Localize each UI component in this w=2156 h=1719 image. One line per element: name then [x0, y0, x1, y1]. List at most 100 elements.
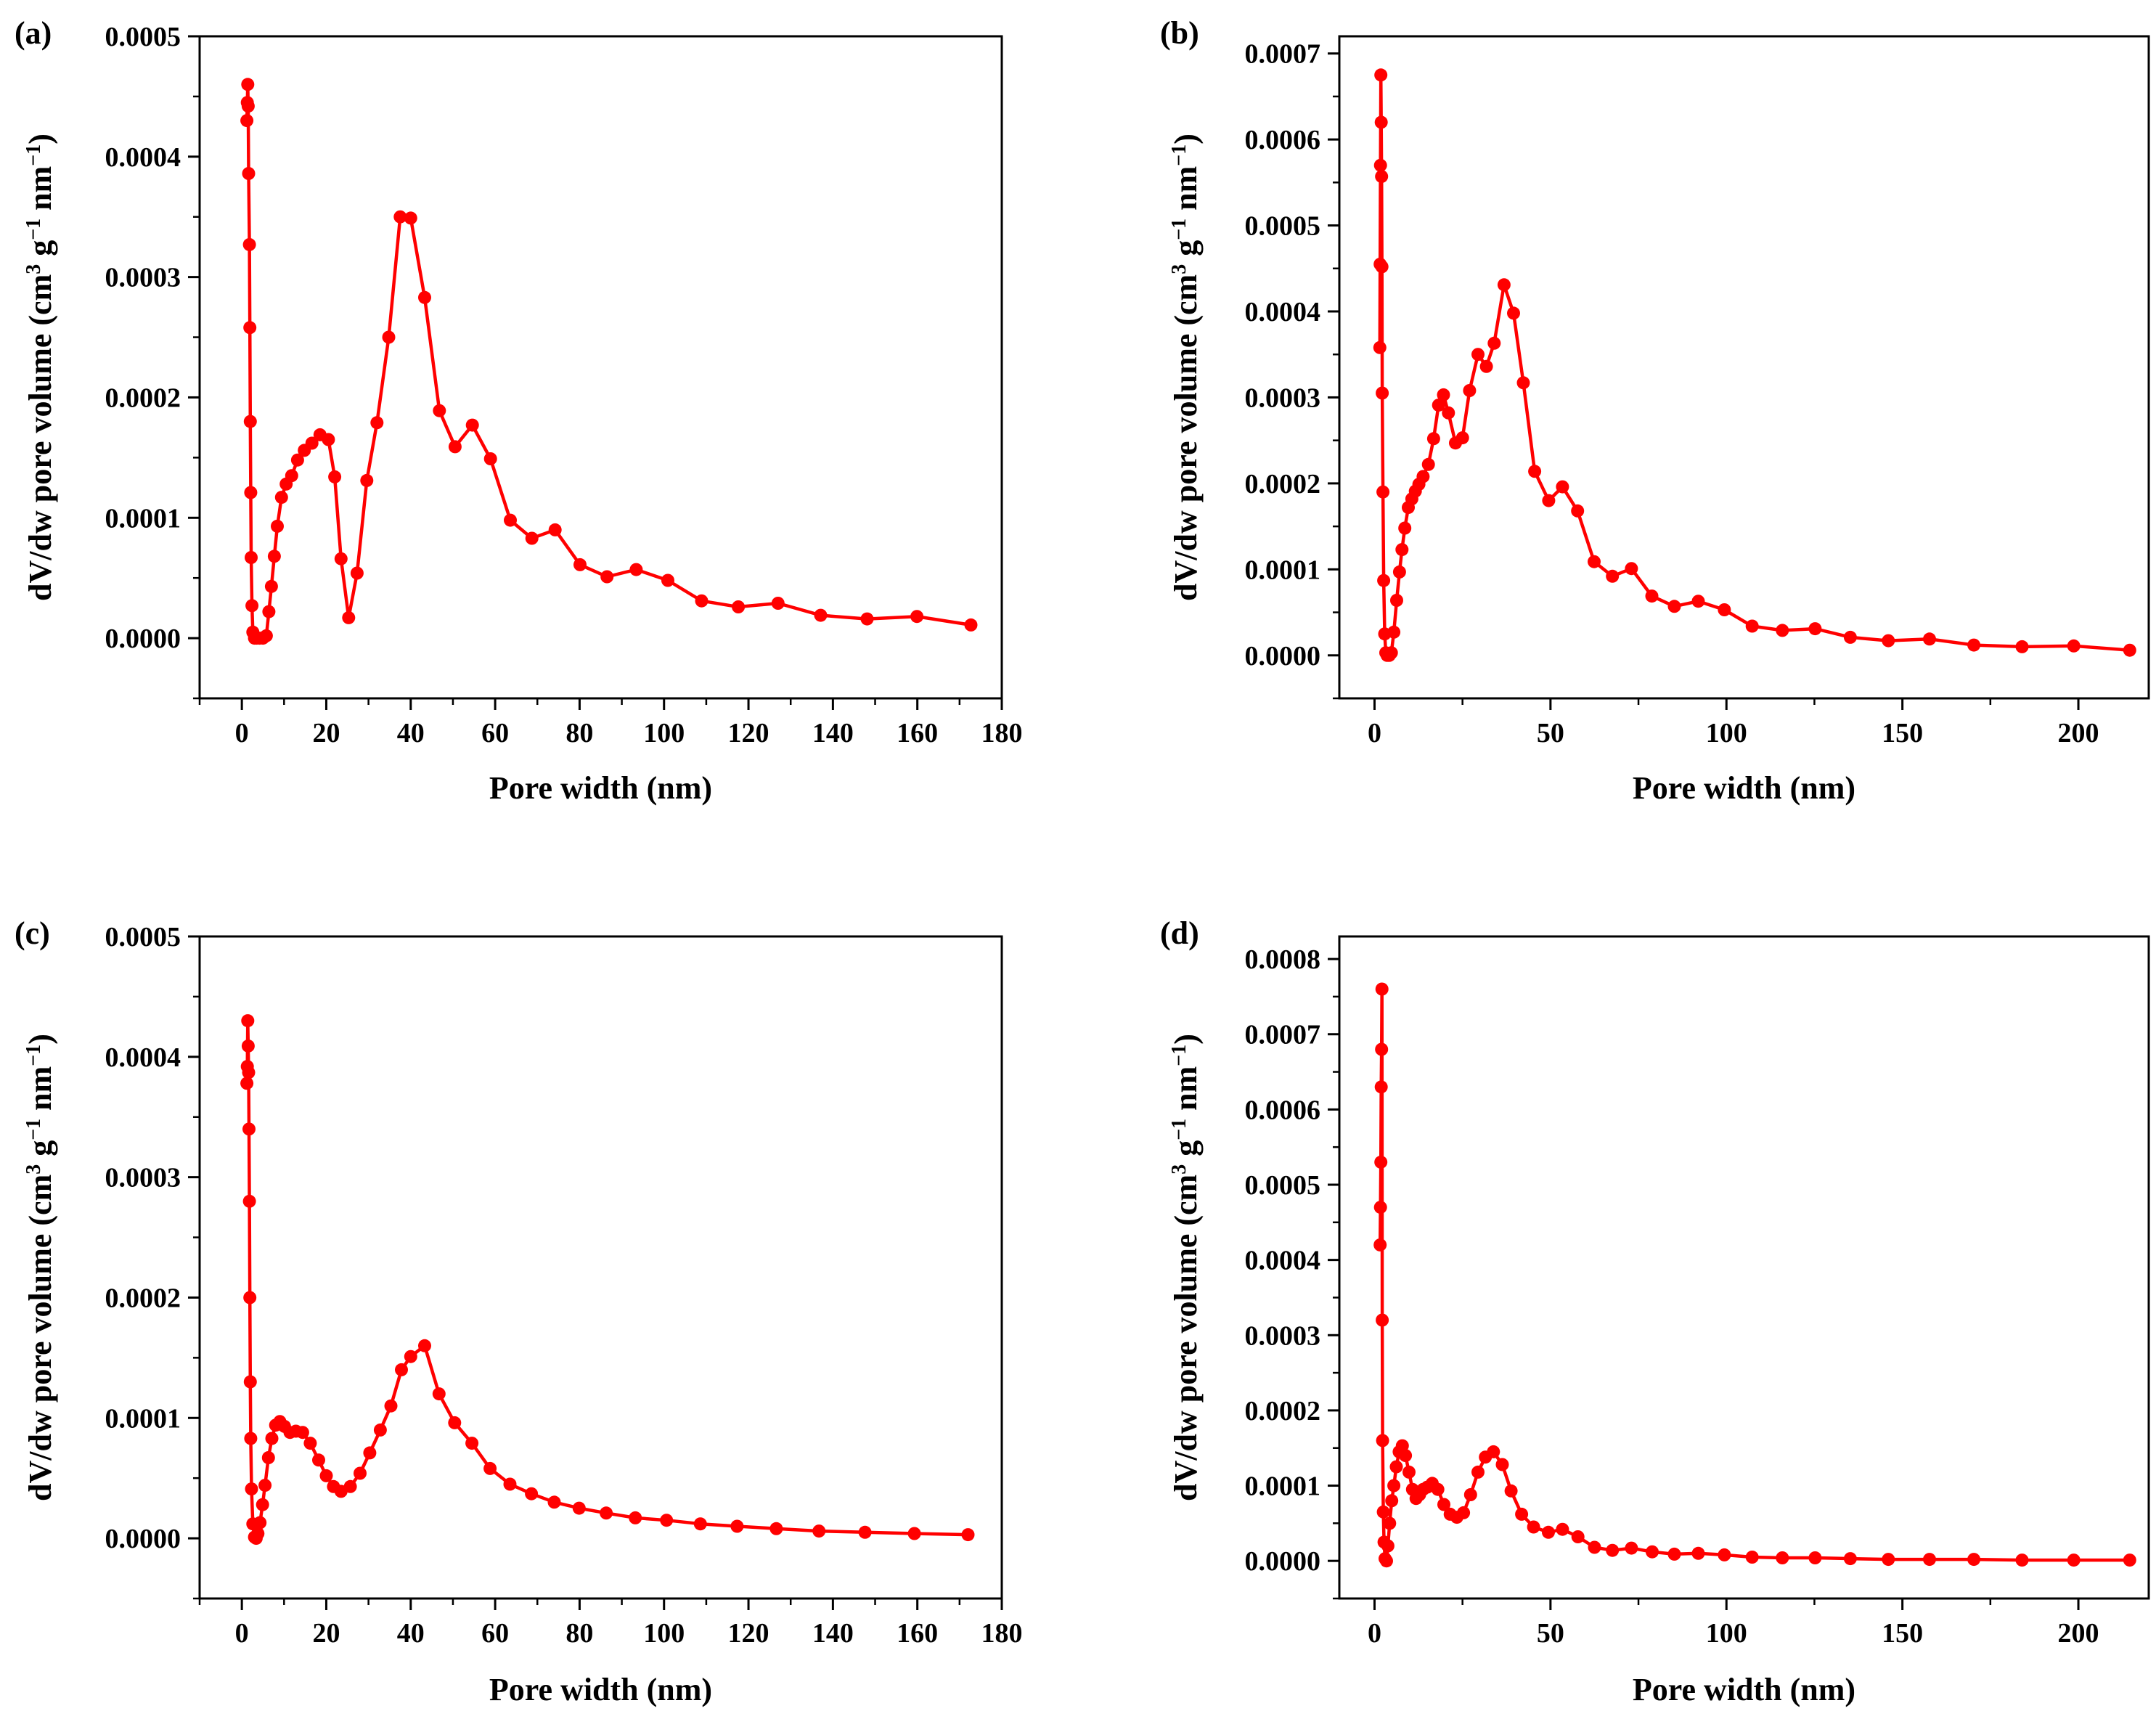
data-point [1504, 1484, 1518, 1498]
data-point [1667, 1547, 1681, 1561]
data-point [242, 237, 256, 251]
data-point [1395, 543, 1409, 557]
data-point [1377, 573, 1391, 587]
data-point [1376, 1313, 1389, 1327]
y-axis-title-text: ) [23, 134, 58, 144]
data-point [769, 1522, 783, 1535]
data-point [373, 1423, 387, 1437]
data-point [860, 612, 874, 626]
y-axis-title: dV/dw pore volume (cm3 g−1 nm−1) [1168, 134, 1204, 601]
data-point [1479, 359, 1493, 373]
y-axis-title-text: ) [1168, 134, 1204, 144]
data-point [771, 597, 785, 610]
data-point [483, 452, 497, 465]
plot-frame [198, 935, 1003, 1600]
y-axis-title-superscript: −1 [1168, 144, 1191, 166]
data-point [433, 404, 446, 417]
data-point [290, 453, 304, 467]
data-point [600, 570, 614, 584]
y-tick-label: 0.0003 [1245, 1320, 1321, 1351]
data-point [1691, 1546, 1705, 1560]
panel-d: 0 50 100 150 200 0.0000 0.0001 0.0002 0.0003 0.00… [1160, 915, 2150, 1707]
y-tick-label: 0.0004 [105, 1042, 181, 1073]
y-tick-label: 0.0004 [1245, 297, 1321, 327]
data-point [1528, 465, 1542, 478]
x-tick-label: 50 [1537, 1618, 1564, 1649]
data-point [241, 99, 255, 113]
data-point [1515, 1507, 1529, 1521]
data-point [1527, 1520, 1540, 1534]
data-point [285, 469, 298, 483]
data-point [814, 608, 828, 622]
y-tick-label: 0.0000 [105, 624, 181, 654]
data-point [1374, 115, 1388, 129]
data-point [242, 167, 256, 180]
data-point [1373, 1201, 1387, 1214]
data-point [1691, 595, 1705, 608]
data-point [572, 1501, 586, 1515]
data-point [1442, 406, 1455, 420]
x-tick-label: 60 [481, 718, 509, 748]
y-tick-label: 0.0006 [1245, 1095, 1321, 1125]
y-tick-label: 0.0001 [105, 503, 181, 534]
y-tick-label: 0.0005 [105, 22, 181, 52]
data-point [418, 1339, 431, 1352]
x-tick-label: 160 [897, 718, 938, 748]
data-point [503, 1477, 517, 1491]
data-point [242, 1122, 256, 1136]
data-point [1389, 1460, 1403, 1474]
y-axis-title-superscript: −1 [1168, 1119, 1191, 1140]
data-point [305, 436, 319, 450]
y-tick-label: 0.0006 [1245, 125, 1321, 155]
y-tick-label: 0.0002 [105, 1283, 181, 1313]
data-point [243, 1291, 257, 1304]
data-point [465, 1437, 479, 1450]
data-point [1426, 432, 1440, 446]
y-axis-title-superscript: 3 [1168, 264, 1191, 274]
data-point [241, 78, 255, 91]
data-point [242, 1066, 256, 1079]
x-tick-label: 0 [1368, 1618, 1381, 1649]
data-point [1882, 634, 1895, 648]
data-point [393, 210, 407, 224]
data-point [382, 330, 396, 344]
data-point [243, 321, 257, 335]
data-point [1487, 336, 1501, 350]
data-point [404, 211, 417, 225]
data-point [1843, 1552, 1857, 1566]
data-point [342, 611, 356, 624]
data-point [1384, 646, 1398, 660]
x-tick-label: 140 [812, 1618, 854, 1649]
plot-frame [1338, 35, 2150, 700]
x-tick-label: 100 [1706, 718, 1747, 748]
y-tick-label: 0.0002 [1245, 469, 1321, 499]
x-axis-title: Pore width (nm) [489, 1672, 712, 1707]
data-point [1399, 1449, 1413, 1463]
data-point [1606, 1543, 1620, 1557]
y-tick-label: 0.0002 [1245, 1396, 1321, 1426]
y-tick-label: 0.0007 [1245, 1020, 1321, 1050]
y-axis-title-text: dV/dw pore volume (cm [1168, 274, 1204, 601]
x-tick-label: 60 [481, 1618, 509, 1649]
panel-label: (c) [15, 915, 50, 951]
x-tick-label: 150 [1882, 1618, 1923, 1649]
data-point [1376, 485, 1390, 499]
x-tick-label: 140 [812, 718, 854, 748]
series-line [245, 1018, 968, 1540]
data-point [261, 1451, 275, 1464]
data-point [1387, 1479, 1401, 1493]
y-axis-title-text: ) [23, 1034, 58, 1045]
data-point [245, 1482, 258, 1496]
data-point [964, 618, 978, 632]
data-point [322, 433, 335, 446]
x-tick-label: 180 [981, 718, 1023, 748]
data-point [660, 1514, 674, 1527]
y-tick-label: 0.0001 [1245, 555, 1321, 585]
data-point [245, 599, 259, 613]
y-axis-title: dV/dw pore volume (cm3 g−1 nm−1) [1168, 1034, 1204, 1501]
data-point [271, 519, 284, 533]
y-tick-label: 0.0001 [105, 1403, 181, 1434]
data-point [448, 440, 462, 454]
data-point [1718, 1548, 1731, 1561]
